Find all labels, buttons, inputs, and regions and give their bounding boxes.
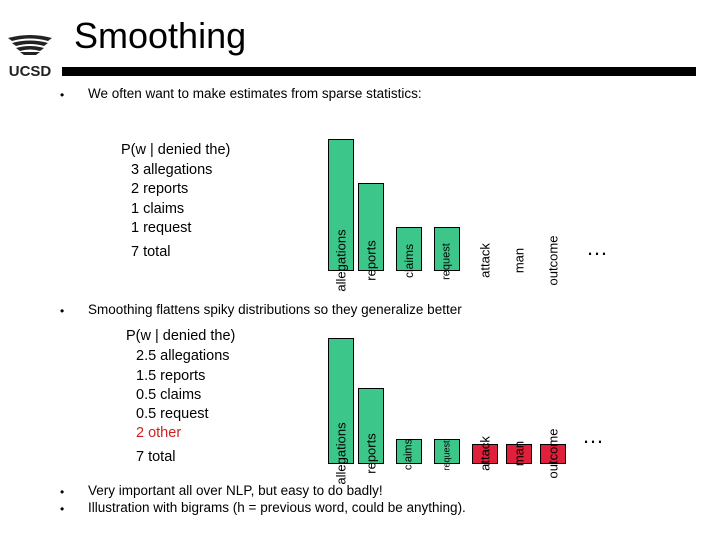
panel2-other: 2 other <box>136 425 182 441</box>
title-rule <box>62 67 696 76</box>
bar-claims <box>396 439 422 464</box>
bullet-marker: • <box>60 88 65 102</box>
bullet-text-1: We often want to make estimates from spa… <box>88 86 422 101</box>
bar-allegations <box>328 139 354 271</box>
bar-claims <box>396 227 422 271</box>
slide-title: Smoothing <box>74 15 247 56</box>
panel2-line: 0.5 claims <box>136 387 202 403</box>
panel1-line: 2 reports <box>131 181 189 197</box>
tick-label-outcome: outcome <box>545 428 561 479</box>
panel2-line: 1.5 reports <box>136 368 206 384</box>
bullet-text-2: Smoothing flattens spiky distributions s… <box>88 302 462 317</box>
tick-label-attack: attack <box>477 436 493 471</box>
ucsd-seal-icon: UCSD <box>8 35 52 80</box>
panel2-line: 0.5 request <box>136 406 209 422</box>
bullet-marker: • <box>60 485 65 499</box>
bar-outcome <box>540 444 566 464</box>
bar-request <box>434 439 460 464</box>
panel2-header: P(w | denied the) <box>126 328 236 344</box>
panel1-total: 7 total <box>131 244 171 260</box>
svg-text:UCSD: UCSD <box>9 63 52 80</box>
bullet-text-4: Illustration with bigrams (h = previous … <box>88 500 466 515</box>
tick-label-reports: reports <box>363 433 379 474</box>
bullet-marker: • <box>60 304 65 318</box>
panel1-line: 3 allegations <box>131 162 213 178</box>
bar-reports <box>358 388 384 464</box>
ucsd-logo: UCSD <box>0 30 60 82</box>
panel2-line: 2.5 allegations <box>136 348 230 364</box>
bullet-marker: • <box>60 502 65 516</box>
bar-allegations <box>328 338 354 464</box>
panel1-line: 1 claims <box>131 201 185 217</box>
ellipsis: … <box>586 235 609 260</box>
tick-label-claims: claims <box>402 438 415 471</box>
panel1-line: 1 request <box>131 220 192 236</box>
bar-man <box>506 444 532 464</box>
tick-label-request: request <box>441 440 452 471</box>
panel2-total: 7 total <box>136 449 176 465</box>
tick-label-allegations: allegations <box>333 422 349 485</box>
bar-attack <box>472 444 498 464</box>
ellipsis: … <box>582 423 605 448</box>
bar-reports <box>358 183 384 271</box>
bar-request <box>434 227 460 271</box>
tick-label-man: man <box>511 440 527 467</box>
bullet-text-3: Very important all over NLP, but easy to… <box>88 483 383 498</box>
panel1-header: P(w | denied the) <box>121 142 231 158</box>
